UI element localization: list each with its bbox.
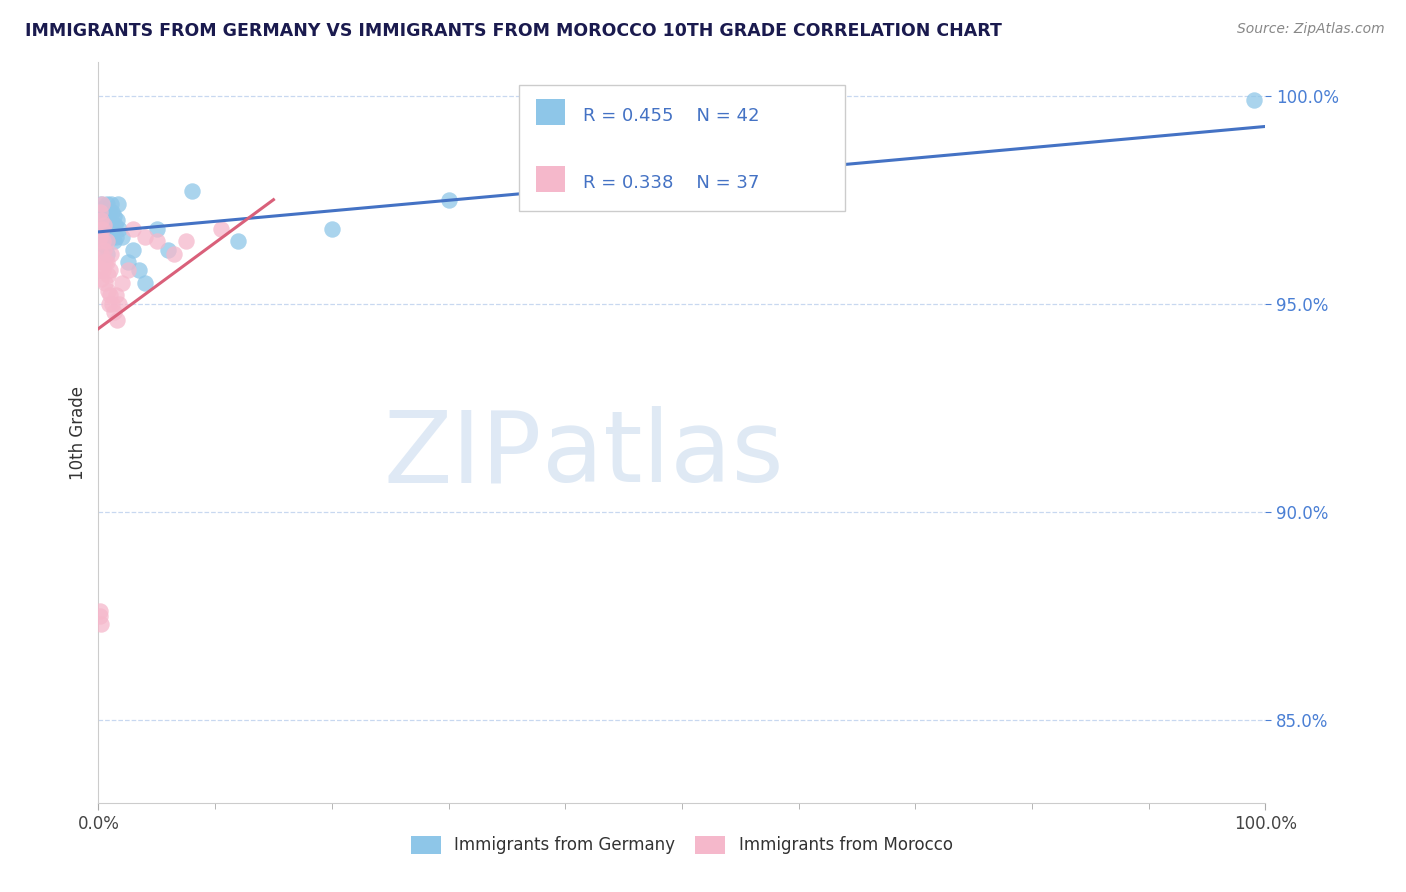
Point xyxy=(91,263,114,277)
Point xyxy=(105,313,128,327)
Point xyxy=(122,243,145,257)
Point xyxy=(94,255,117,269)
Point xyxy=(89,230,111,244)
Point xyxy=(209,222,232,236)
Point xyxy=(98,222,121,236)
Point xyxy=(321,222,343,236)
Point xyxy=(96,197,118,211)
Point xyxy=(91,201,114,215)
Point xyxy=(228,235,250,249)
Point xyxy=(100,246,122,260)
Point xyxy=(97,205,120,219)
Point xyxy=(101,296,124,310)
Point xyxy=(103,305,125,319)
Point xyxy=(437,193,460,207)
Point xyxy=(97,222,120,236)
Point xyxy=(93,205,115,219)
Text: IMMIGRANTS FROM GERMANY VS IMMIGRANTS FROM MOROCCO 10TH GRADE CORRELATION CHART: IMMIGRANTS FROM GERMANY VS IMMIGRANTS FR… xyxy=(25,22,1002,40)
Point xyxy=(100,226,122,240)
Point xyxy=(90,197,112,211)
Point xyxy=(98,288,121,302)
Point xyxy=(90,222,112,236)
Point xyxy=(90,271,112,285)
Point xyxy=(117,263,139,277)
Point xyxy=(96,246,118,260)
Point xyxy=(134,276,156,290)
Point xyxy=(117,255,139,269)
Point xyxy=(146,235,169,249)
Text: ZIP: ZIP xyxy=(384,407,541,503)
Point xyxy=(97,296,120,310)
Legend: Immigrants from Germany, Immigrants from Morocco: Immigrants from Germany, Immigrants from… xyxy=(405,829,959,861)
Point xyxy=(90,616,112,631)
Point xyxy=(90,197,112,211)
Point xyxy=(101,205,124,219)
Point xyxy=(97,268,120,282)
Point xyxy=(103,210,125,224)
Point xyxy=(98,218,121,232)
Text: atlas: atlas xyxy=(541,407,783,503)
Text: Source: ZipAtlas.com: Source: ZipAtlas.com xyxy=(1237,22,1385,37)
Point xyxy=(111,276,134,290)
Point xyxy=(97,213,120,227)
Point xyxy=(93,238,115,252)
Point xyxy=(90,246,112,260)
Point xyxy=(174,235,197,249)
Point xyxy=(180,185,202,199)
Point xyxy=(90,213,112,227)
Point xyxy=(90,255,112,269)
Bar xyxy=(536,166,565,192)
Point xyxy=(93,243,115,257)
Point xyxy=(108,296,131,310)
Point xyxy=(107,197,129,211)
Text: R = 0.338    N = 37: R = 0.338 N = 37 xyxy=(582,174,759,192)
Point xyxy=(98,263,121,277)
Point xyxy=(100,197,122,211)
Text: R = 0.455    N = 42: R = 0.455 N = 42 xyxy=(582,108,759,126)
Point xyxy=(93,218,115,232)
FancyBboxPatch shape xyxy=(519,85,845,211)
Bar xyxy=(536,99,565,126)
Point xyxy=(163,246,186,260)
Point xyxy=(89,205,111,219)
Point xyxy=(104,230,127,244)
Point xyxy=(146,222,169,236)
Point xyxy=(89,608,111,623)
Point xyxy=(787,193,810,207)
Point xyxy=(104,288,127,302)
Point xyxy=(97,284,120,298)
Point xyxy=(96,235,118,249)
Point xyxy=(90,213,112,227)
Point xyxy=(157,243,180,257)
Point xyxy=(89,210,111,224)
Point xyxy=(122,222,145,236)
Point xyxy=(96,255,118,269)
Point xyxy=(128,263,150,277)
Point xyxy=(94,230,117,244)
Point xyxy=(91,222,114,236)
Y-axis label: 10th Grade: 10th Grade xyxy=(69,385,87,480)
Point xyxy=(89,605,111,619)
Point xyxy=(94,276,117,290)
Point xyxy=(108,222,131,236)
Point xyxy=(89,263,111,277)
Point xyxy=(90,230,112,244)
Point xyxy=(134,230,156,244)
Point xyxy=(94,218,117,232)
Point xyxy=(103,235,125,249)
Point xyxy=(105,213,128,227)
Point xyxy=(97,230,120,244)
Point xyxy=(111,230,134,244)
Point xyxy=(104,218,127,232)
Point xyxy=(1243,93,1265,107)
Point xyxy=(101,230,124,244)
Point xyxy=(91,235,114,249)
